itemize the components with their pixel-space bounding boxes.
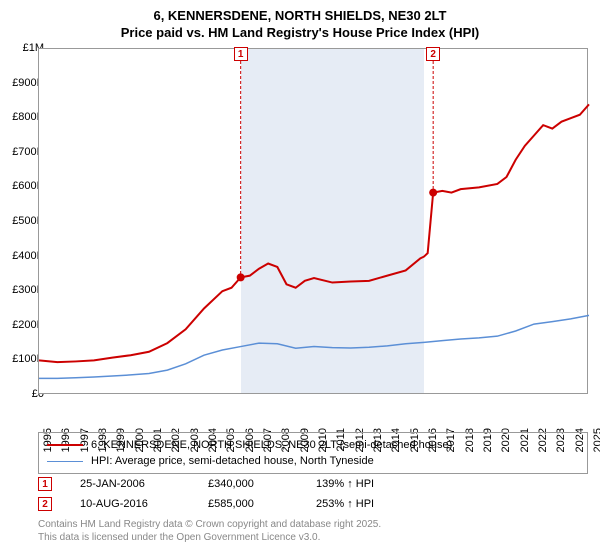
- marker-price-2: £585,000: [208, 498, 288, 510]
- marker-point-2: [429, 189, 437, 197]
- attribution: Contains HM Land Registry data © Crown c…: [38, 518, 381, 544]
- marker-row-2: 2 10-AUG-2016 £585,000 253% ↑ HPI: [38, 494, 588, 514]
- marker-hpi-2: 253% ↑ HPI: [316, 498, 374, 510]
- x-tick-label: 2025: [592, 428, 600, 452]
- legend-row-price-paid: 6, KENNERSDENE, NORTH SHIELDS, NE30 2LT …: [47, 437, 579, 453]
- series-hpi: [39, 315, 589, 378]
- plot-area: 12: [38, 48, 588, 394]
- legend: 6, KENNERSDENE, NORTH SHIELDS, NE30 2LT …: [38, 432, 588, 474]
- marker-hpi-1: 139% ↑ HPI: [316, 478, 374, 490]
- title-line-1: 6, KENNERSDENE, NORTH SHIELDS, NE30 2LT: [0, 8, 600, 25]
- chart-container: 6, KENNERSDENE, NORTH SHIELDS, NE30 2LT …: [0, 0, 600, 560]
- marker-box-2: 2: [426, 47, 440, 61]
- marker-badge-2: 2: [38, 497, 52, 511]
- marker-date-2: 10-AUG-2016: [80, 498, 180, 510]
- legend-row-hpi: HPI: Average price, semi-detached house,…: [47, 453, 579, 469]
- marker-table: 1 25-JAN-2006 £340,000 139% ↑ HPI 2 10-A…: [38, 474, 588, 514]
- legend-label-hpi: HPI: Average price, semi-detached house,…: [91, 455, 374, 467]
- chart-title: 6, KENNERSDENE, NORTH SHIELDS, NE30 2LT …: [0, 0, 600, 42]
- marker-badge-1: 1: [38, 477, 52, 491]
- series-price_paid: [39, 104, 589, 362]
- attribution-line-1: Contains HM Land Registry data © Crown c…: [38, 518, 381, 531]
- marker-date-1: 25-JAN-2006: [80, 478, 180, 490]
- marker-row-1: 1 25-JAN-2006 £340,000 139% ↑ HPI: [38, 474, 588, 494]
- legend-swatch-hpi: [47, 461, 83, 462]
- title-line-2: Price paid vs. HM Land Registry's House …: [0, 25, 600, 42]
- marker-price-1: £340,000: [208, 478, 288, 490]
- legend-swatch-price-paid: [47, 444, 83, 446]
- attribution-line-2: This data is licensed under the Open Gov…: [38, 531, 381, 544]
- legend-label-price-paid: 6, KENNERSDENE, NORTH SHIELDS, NE30 2LT …: [91, 439, 452, 451]
- marker-box-1: 1: [234, 47, 248, 61]
- marker-point-1: [237, 273, 245, 281]
- chart-lines: [39, 49, 587, 393]
